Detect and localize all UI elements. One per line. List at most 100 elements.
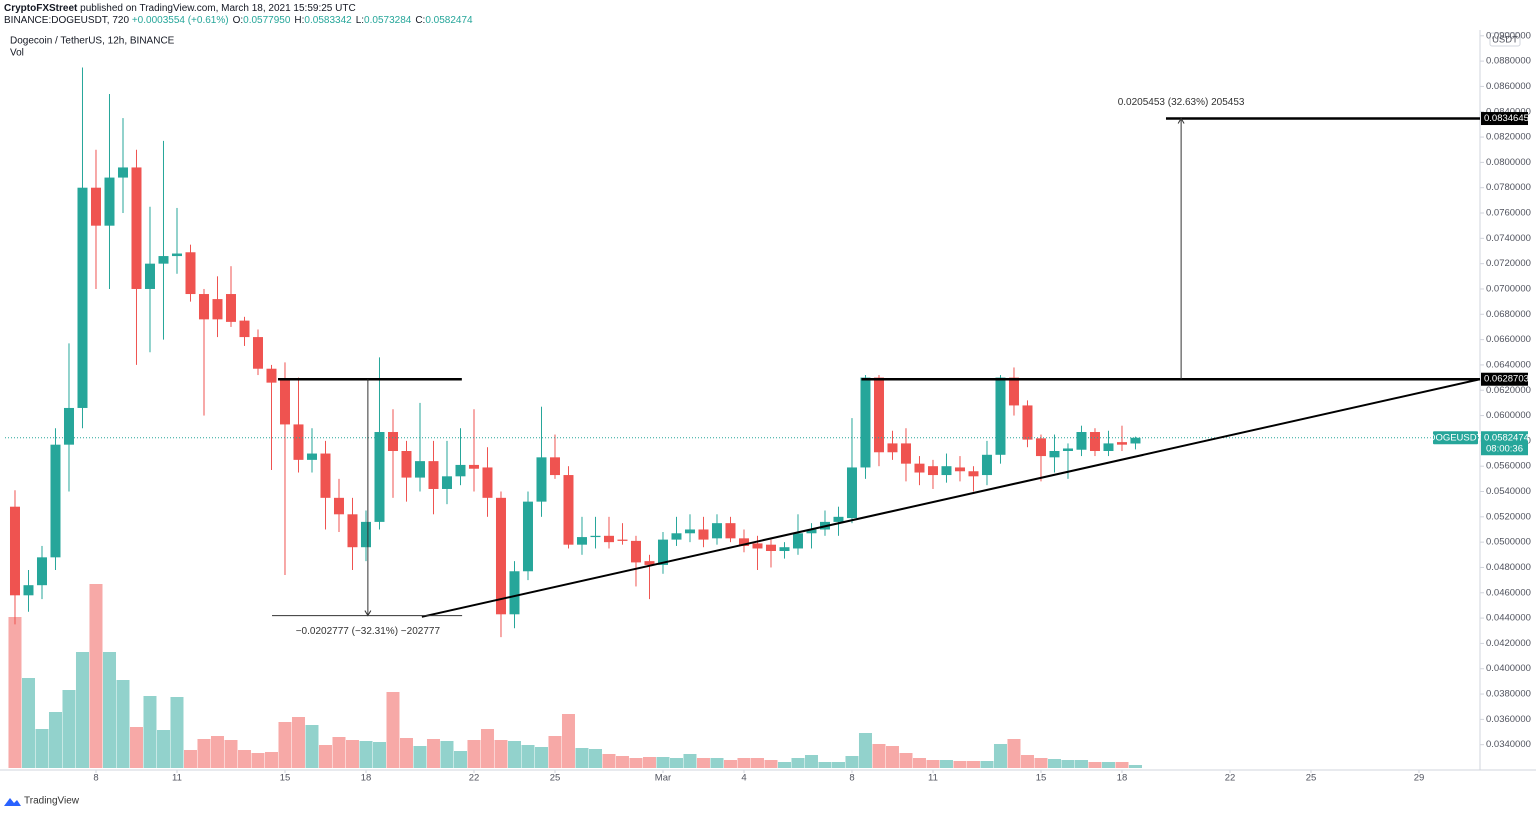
volume-bar bbox=[332, 737, 346, 768]
volume-bar bbox=[224, 740, 238, 768]
author: CryptoFXStreet bbox=[4, 3, 78, 14]
candle-body bbox=[752, 543, 763, 549]
candle-body bbox=[374, 432, 385, 522]
volume-bar bbox=[372, 742, 386, 768]
volume-bar bbox=[386, 692, 400, 768]
volume-bar bbox=[62, 690, 76, 768]
brand: TradingView bbox=[24, 796, 80, 807]
volume-bar bbox=[656, 757, 670, 768]
y-tick-label: 0.0800000 bbox=[1486, 157, 1531, 168]
candle-body bbox=[1116, 442, 1127, 445]
candle-body bbox=[509, 571, 520, 615]
candle-body bbox=[1035, 438, 1046, 457]
candle-body bbox=[279, 380, 290, 425]
volume-bar bbox=[845, 756, 859, 768]
candle-body bbox=[779, 547, 790, 552]
y-tick-label: 0.0700000 bbox=[1486, 283, 1531, 294]
volume-bar bbox=[264, 752, 278, 768]
y-tick-label: 0.0520000 bbox=[1486, 511, 1531, 522]
volume-bar bbox=[467, 740, 481, 768]
y-tick-label: 0.0660000 bbox=[1486, 334, 1531, 345]
candle-body bbox=[711, 523, 722, 539]
candle-body bbox=[401, 451, 412, 478]
candle-body bbox=[212, 299, 223, 320]
volume-bar bbox=[21, 678, 35, 768]
candle-body bbox=[185, 252, 196, 295]
candle-body bbox=[765, 544, 776, 552]
volume-bar bbox=[291, 717, 305, 768]
candle-body bbox=[441, 476, 452, 489]
x-tick-label: 22 bbox=[469, 773, 480, 784]
volume-bar bbox=[1020, 755, 1034, 768]
y-tick-label: 0.0880000 bbox=[1486, 56, 1531, 67]
volume-bar bbox=[413, 746, 427, 768]
ohlc-label: L: bbox=[356, 15, 364, 26]
last-price: 0.0582474 bbox=[1484, 432, 1529, 443]
candle-body bbox=[833, 516, 844, 522]
volume-bar bbox=[359, 741, 373, 768]
volume-bar bbox=[35, 729, 49, 768]
candle-body bbox=[495, 497, 506, 615]
volume-label: Vol bbox=[10, 48, 24, 59]
price-label: 0.0834645 bbox=[1484, 113, 1529, 124]
x-tick-label: 25 bbox=[550, 773, 561, 784]
candle-body bbox=[576, 537, 587, 545]
candle-body bbox=[266, 368, 277, 383]
volume-bar bbox=[1061, 760, 1075, 768]
volume-bar bbox=[953, 761, 967, 768]
volume-bar bbox=[116, 680, 130, 768]
candle-body bbox=[927, 466, 938, 476]
ohlc-value: 0.0583342 bbox=[304, 15, 352, 26]
candle-body bbox=[738, 538, 749, 546]
volume-bar bbox=[615, 756, 629, 768]
y-tick-label: 0.0820000 bbox=[1486, 132, 1531, 143]
candle-body bbox=[63, 407, 74, 445]
volume-bar bbox=[1088, 762, 1102, 768]
volume-bar bbox=[966, 761, 980, 768]
candle-body bbox=[23, 585, 34, 596]
candle-body bbox=[387, 432, 398, 452]
candle-body bbox=[671, 533, 682, 540]
y-tick-label: 0.0680000 bbox=[1486, 309, 1531, 320]
volume-bar bbox=[669, 758, 683, 768]
logo bbox=[4, 798, 21, 806]
volume-bar bbox=[129, 727, 143, 768]
y-tick-label: 0.0540000 bbox=[1486, 486, 1531, 497]
volume-bar bbox=[1047, 759, 1061, 768]
volume-bar bbox=[750, 758, 764, 768]
x-tick-label: 15 bbox=[1036, 773, 1047, 784]
candle-body bbox=[347, 514, 358, 548]
candle-body bbox=[1022, 405, 1033, 440]
x-tick-label: 22 bbox=[1225, 773, 1236, 784]
candle-body bbox=[941, 466, 952, 476]
candle-body bbox=[90, 187, 101, 226]
volume-bar bbox=[831, 762, 845, 768]
ohlc-label: H: bbox=[294, 15, 304, 26]
candle-body bbox=[1103, 443, 1114, 452]
countdown: 08:00:36 bbox=[1486, 443, 1523, 454]
candle-body bbox=[333, 497, 344, 515]
candle-body bbox=[468, 464, 479, 469]
candle-body bbox=[104, 177, 115, 226]
volume-bar bbox=[197, 739, 211, 768]
x-tick-label: 11 bbox=[928, 773, 938, 784]
candle-body bbox=[1130, 437, 1141, 444]
x-tick-label: 15 bbox=[280, 773, 291, 784]
y-tick-label: 0.0460000 bbox=[1486, 587, 1531, 598]
candle-body bbox=[117, 167, 128, 178]
volume-bar bbox=[534, 747, 548, 768]
volume-bar bbox=[723, 760, 737, 768]
candle-body bbox=[50, 444, 61, 558]
candle-body bbox=[536, 457, 547, 502]
ohlc-value: 0.0582474 bbox=[425, 15, 473, 26]
x-tick-label: 8 bbox=[849, 773, 854, 784]
volume-bar bbox=[1074, 760, 1088, 768]
candle-body bbox=[995, 377, 1006, 455]
volume-bar bbox=[75, 652, 89, 768]
volume-bar bbox=[858, 733, 872, 768]
candle-body bbox=[657, 539, 668, 565]
volume-bar bbox=[102, 652, 116, 768]
candle-body bbox=[198, 294, 209, 320]
